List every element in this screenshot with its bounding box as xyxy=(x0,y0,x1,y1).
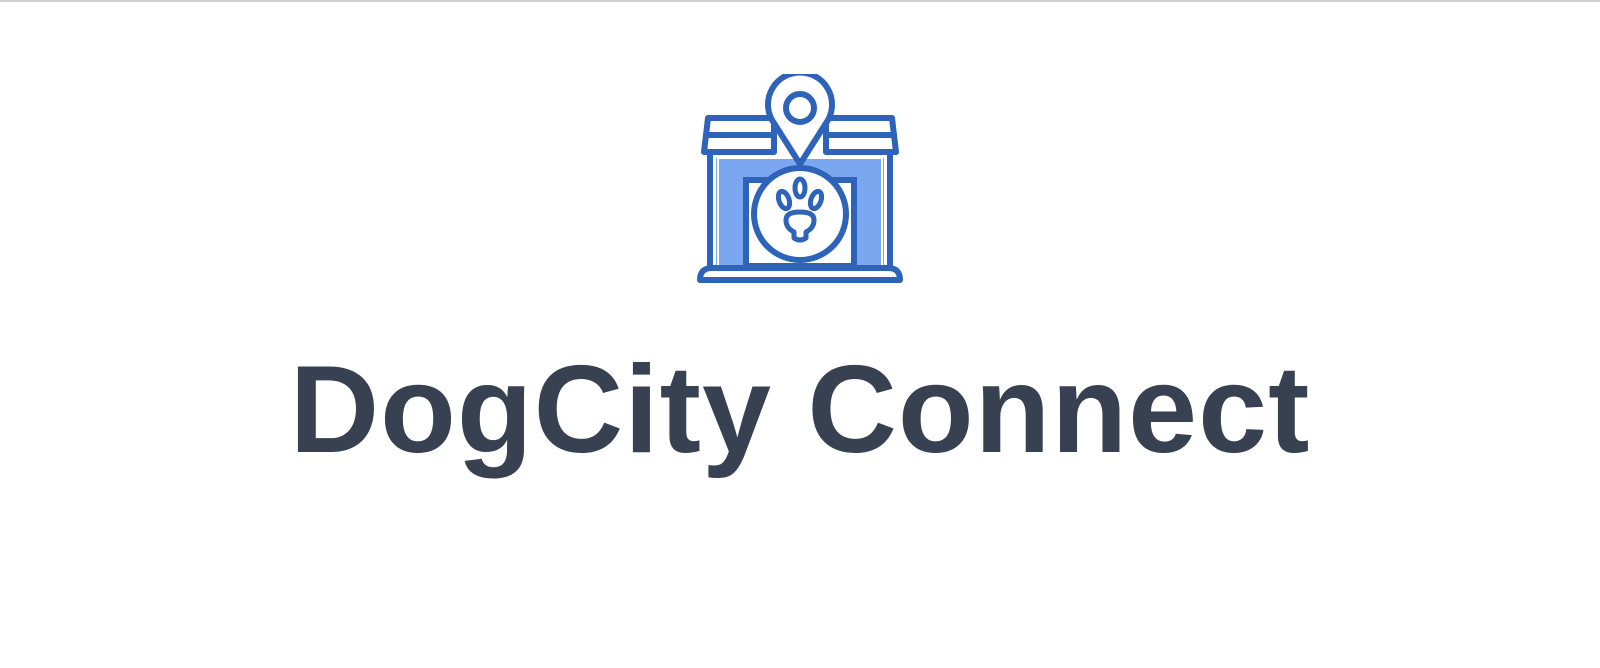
paw-icon xyxy=(775,176,825,243)
logo-base xyxy=(697,265,903,283)
brand-title: DogCity Connect xyxy=(289,341,1311,479)
dog-house-location-paw-icon xyxy=(697,74,903,283)
